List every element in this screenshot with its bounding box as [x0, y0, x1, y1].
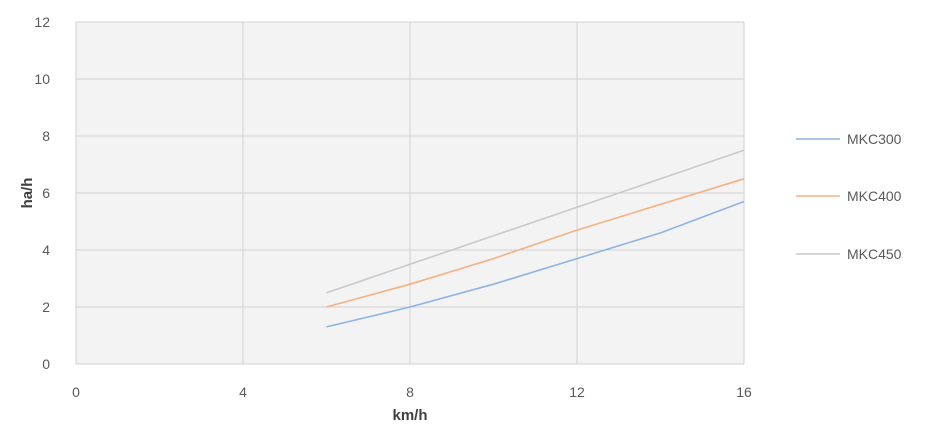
y-tick-label: 8 — [42, 128, 50, 144]
legend-label: MKC300 — [847, 131, 902, 147]
y-axis-ticks: 0 2 4 6 8 10 12 — [34, 14, 50, 372]
x-axis-ticks: 0 4 8 12 16 — [72, 384, 752, 400]
y-tick-label: 10 — [34, 71, 50, 87]
x-tick-label: 16 — [736, 384, 752, 400]
y-tick-label: 0 — [42, 356, 50, 372]
x-tick-label: 0 — [72, 384, 80, 400]
x-tick-label: 4 — [239, 384, 247, 400]
legend-label: MKC450 — [847, 246, 902, 262]
x-axis-title: km/h — [392, 407, 427, 424]
y-tick-label: 6 — [42, 185, 50, 201]
x-tick-label: 12 — [569, 384, 585, 400]
series-line-mkc400 — [326, 178, 745, 308]
series-line-mkc450 — [326, 149, 745, 294]
x-tick-label: 8 — [406, 384, 414, 400]
y-tick-label: 4 — [42, 242, 50, 258]
legend-item: MKC450 — [796, 246, 902, 262]
legend: MKC300 MKC400 MKC450 — [796, 131, 902, 262]
y-tick-label: 2 — [42, 299, 50, 315]
series-line-mkc300 — [326, 200, 745, 328]
y-axis-title: ha/h — [19, 178, 36, 209]
series-lines — [326, 149, 745, 328]
legend-label: MKC400 — [847, 188, 902, 204]
legend-item: MKC300 — [796, 131, 902, 147]
y-tick-label: 12 — [34, 14, 50, 30]
legend-item: MKC400 — [796, 188, 902, 204]
